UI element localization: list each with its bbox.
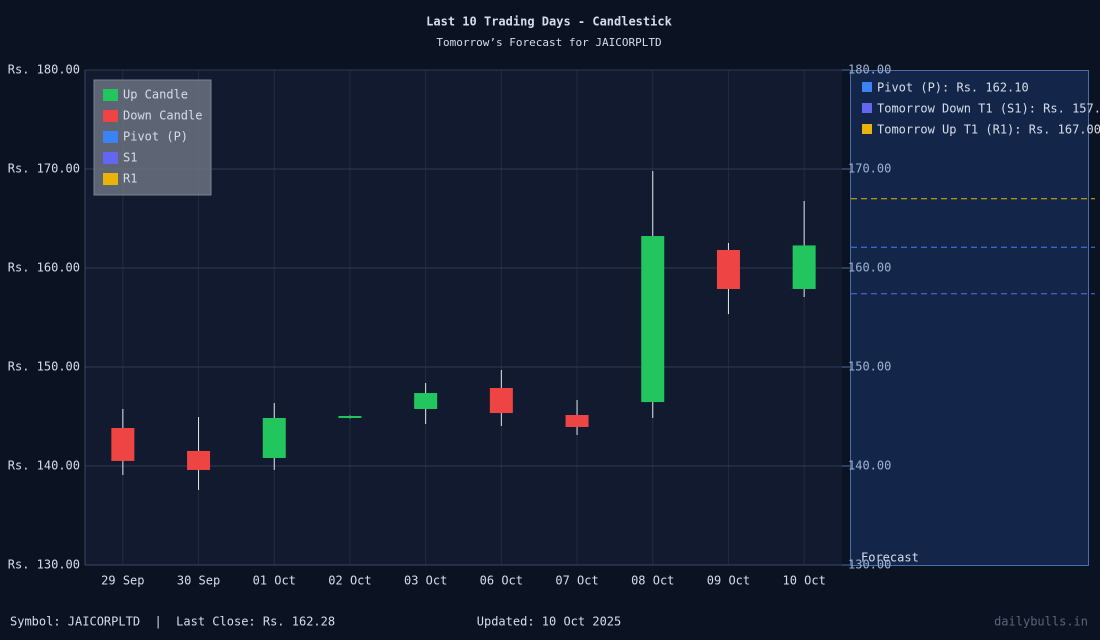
candle-body [338,416,362,418]
candle-body [641,236,665,403]
chart-title: Last 10 Trading Days - Candlestick [426,15,672,29]
candle-body [565,415,589,427]
candle-body [716,249,740,289]
candle-body [262,417,286,458]
legend-swatch [103,173,118,185]
x-tick-label: 07 Oct [555,574,598,588]
footer-symbol: Symbol: JAICORPLTD | Last Close: Rs. 162… [10,615,335,629]
chart-subtitle: Tomorrow’s Forecast for JAICORPLTD [436,36,661,49]
level-legend-label: Tomorrow Down T1 (S1): Rs. 157.4 [877,102,1100,116]
y-tick-label: Rs. 170.00 [8,162,80,176]
x-tick-label: 30 Sep [177,574,220,588]
candle-body [489,387,513,414]
y-tick-label: Rs. 140.00 [8,459,80,473]
legend-swatch [103,89,118,101]
candle-body [792,245,816,289]
y-tick-label: Rs. 180.00 [8,63,80,77]
x-tick-label: 09 Oct [707,574,750,588]
legend-label: R1 [123,172,137,186]
x-tick-label: 29 Sep [101,574,144,588]
x-tick-label: 02 Oct [328,574,371,588]
y2-tick-label: 170.00 [848,162,891,176]
legend-label: Down Candle [123,109,202,123]
y2-tick-label: 160.00 [848,261,891,275]
legend-label: S1 [123,151,137,165]
legend-label: Up Candle [123,88,188,102]
forecast-panel [850,70,1089,566]
level-legend-swatch [862,82,872,92]
candle-body [414,393,438,409]
x-tick-label: 01 Oct [253,574,296,588]
y2-tick-label: 130.00 [848,558,891,572]
level-legend-label: Pivot (P): Rs. 162.10 [877,81,1029,95]
legend-swatch [103,131,118,143]
forecast-title: Forecast [861,551,919,565]
legend-label: Pivot (P) [123,130,188,144]
legend-swatch [103,110,118,122]
y2-tick-label: 180.00 [848,63,891,77]
candle-body [187,450,211,470]
legend-swatch [103,152,118,164]
y-tick-label: Rs. 150.00 [8,360,80,374]
x-tick-label: 03 Oct [404,574,447,588]
footer-updated: Updated: 10 Oct 2025 [477,615,622,629]
candle-body [111,427,135,461]
footer-brand: dailybulls.in [994,615,1088,629]
x-tick-label: 06 Oct [480,574,523,588]
y-tick-label: Rs. 160.00 [8,261,80,275]
x-tick-label: 08 Oct [631,574,674,588]
y-tick-label: Rs. 130.00 [8,558,80,572]
y2-tick-label: 150.00 [848,360,891,374]
level-legend-swatch [862,103,872,113]
level-legend-swatch [862,124,872,134]
y2-tick-label: 140.00 [848,459,891,473]
level-legend-label: Tomorrow Up T1 (R1): Rs. 167.00 [877,123,1100,137]
x-tick-label: 10 Oct [782,574,825,588]
